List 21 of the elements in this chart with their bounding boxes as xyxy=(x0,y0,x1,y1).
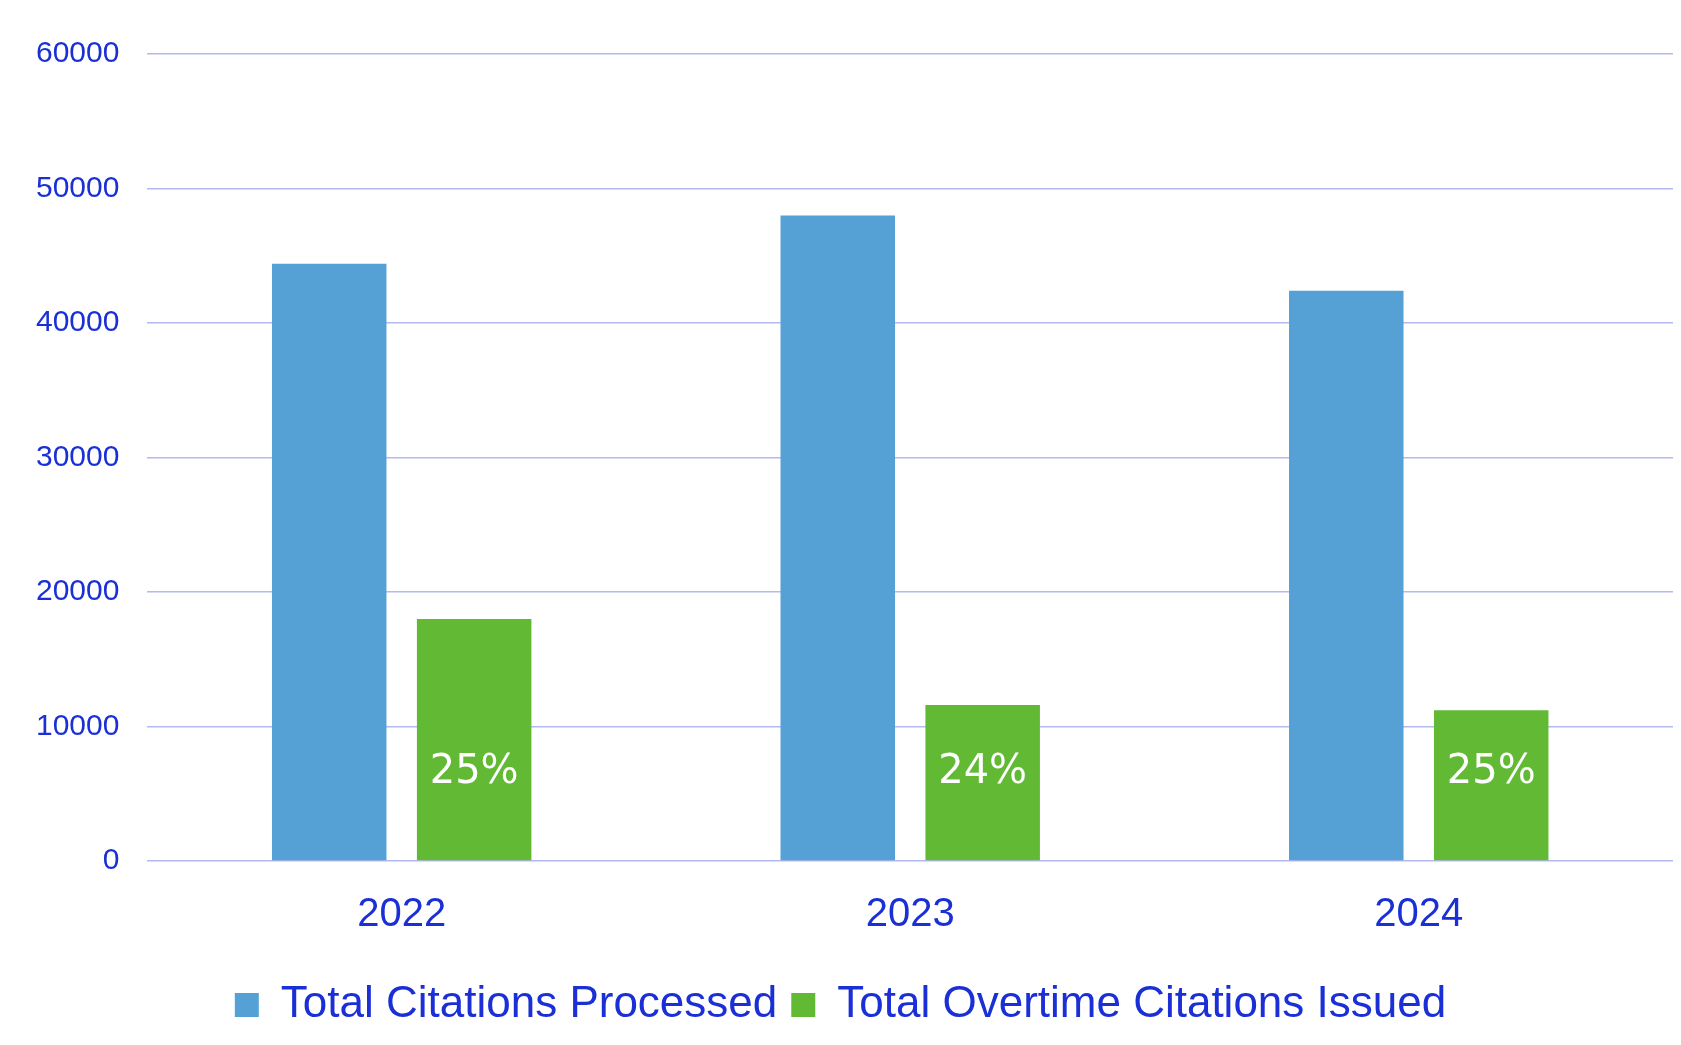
y-tick-label: 50000 xyxy=(35,169,120,203)
y-tick-label: 60000 xyxy=(35,35,120,69)
x-tick-label: 2022 xyxy=(357,890,447,935)
y-tick-label: 30000 xyxy=(35,438,120,472)
annotation: 25% xyxy=(429,745,519,792)
y-tick-label: 40000 xyxy=(35,304,120,338)
bar xyxy=(1433,710,1549,861)
bar xyxy=(780,215,895,861)
annotation: 25% xyxy=(1446,745,1536,792)
bar xyxy=(1289,290,1404,861)
bar xyxy=(271,263,387,861)
annotation: 24% xyxy=(938,745,1028,792)
y-tick-label: 20000 xyxy=(35,573,120,607)
x-tick-label: 2024 xyxy=(1374,890,1464,935)
legend-label: Total Overtime Citations Issued xyxy=(837,977,1447,1027)
x-tick-label: 2023 xyxy=(865,890,955,935)
y-tick-label: 10000 xyxy=(35,707,120,741)
bar xyxy=(925,704,1040,861)
y-tick-label: 0 xyxy=(102,842,120,876)
bar xyxy=(416,618,532,861)
legend-label: Total Citations Processed xyxy=(280,977,778,1027)
